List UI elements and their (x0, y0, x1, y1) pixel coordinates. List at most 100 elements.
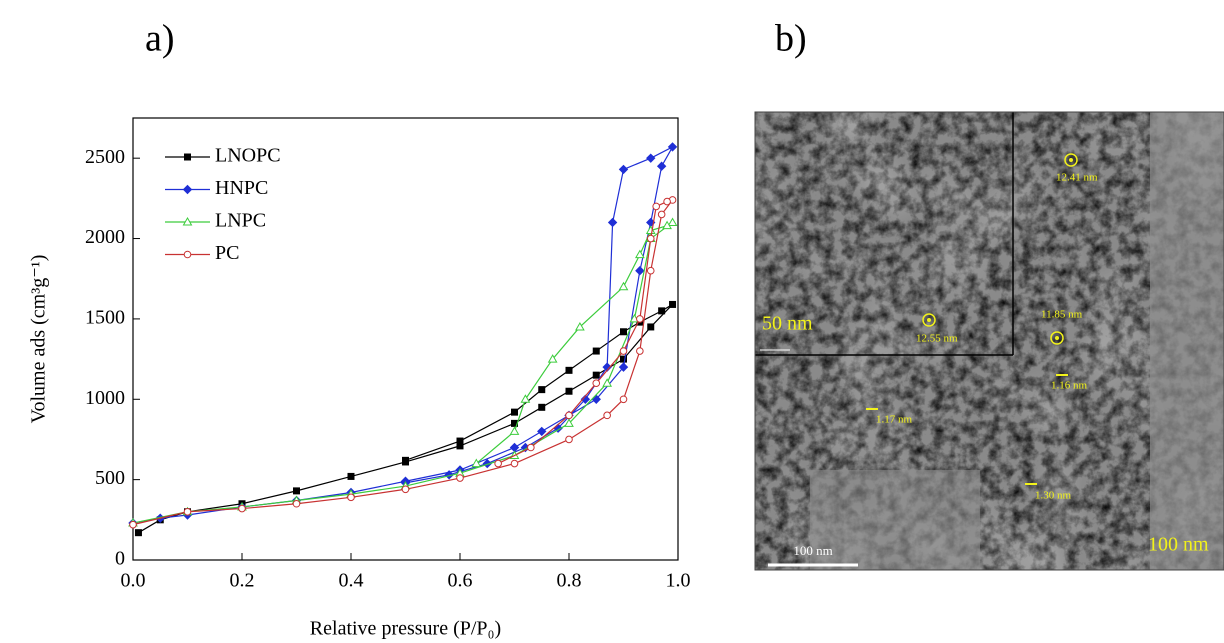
marker (527, 443, 535, 452)
annotation-ring (1064, 153, 1078, 167)
x-tick-label: 0.2 (230, 570, 255, 592)
marker (564, 418, 574, 427)
marker (646, 234, 655, 243)
marker (538, 403, 546, 411)
y-axis-label: Volume ads (cm³g⁻¹) (28, 255, 50, 424)
marker (669, 300, 677, 308)
marker (238, 504, 246, 513)
marker (618, 362, 629, 372)
x-tick-label: 0.0 (121, 570, 146, 592)
tem-image (755, 112, 1224, 570)
marker (656, 161, 667, 171)
marker (510, 459, 519, 468)
annotation-label: 1.30 nm (1035, 490, 1072, 502)
marker (667, 217, 678, 226)
marker (658, 307, 666, 315)
marker (592, 347, 600, 355)
marker (647, 323, 655, 331)
annotation-label: 1.17 nm (876, 414, 913, 426)
scale-bar-label: 100 nm (793, 543, 832, 558)
marker (292, 499, 301, 508)
annotation-label: 1.16 nm (1051, 380, 1088, 392)
legend-label: LNPC (215, 210, 266, 232)
x-tick-label: 0.6 (448, 570, 473, 592)
series-line (132, 221, 673, 524)
marker (293, 487, 300, 495)
image-frame (754, 111, 1224, 571)
marker (636, 347, 644, 355)
marker (607, 217, 618, 228)
marker (667, 142, 678, 152)
annotation-dot (1069, 158, 1073, 162)
marker (592, 379, 601, 388)
annotation-label: 12.41 nm (1056, 172, 1098, 184)
marker (592, 371, 600, 379)
marker (456, 474, 464, 482)
corner-scale-label: 100 nm (1148, 534, 1209, 556)
y-tick-label: 2000 (85, 226, 125, 248)
legend-label: LNOPC (215, 145, 281, 167)
series-line (138, 303, 673, 534)
marker (471, 458, 482, 468)
marker (509, 426, 520, 435)
marker (565, 366, 573, 374)
marker (401, 485, 410, 494)
marker (183, 250, 192, 259)
marker (618, 281, 629, 291)
series-line (132, 198, 675, 526)
marker (494, 459, 502, 468)
x-axis-label: Relative pressure (P/P₀) (310, 618, 501, 640)
marker (634, 249, 645, 259)
marker (646, 266, 655, 275)
marker (602, 378, 613, 387)
marker (635, 265, 645, 276)
series-line (132, 145, 675, 524)
plot-frame (132, 117, 679, 561)
marker (134, 529, 142, 537)
inset-scale-label: 50 nm (762, 313, 813, 335)
marker (575, 321, 585, 331)
marker (619, 347, 628, 355)
marker (636, 315, 644, 323)
marker (547, 354, 558, 363)
marker (618, 164, 629, 175)
marker (182, 216, 193, 226)
marker (565, 435, 573, 444)
marker (183, 507, 192, 516)
marker (620, 355, 627, 363)
marker (520, 394, 531, 403)
marker (182, 184, 193, 195)
marker (652, 202, 661, 211)
x-tick-label: 0.8 (557, 570, 582, 592)
marker (129, 520, 137, 529)
y-tick-label: 0 (115, 548, 125, 570)
annotation-ring (1050, 331, 1064, 345)
marker (603, 411, 611, 420)
marker (402, 456, 409, 464)
annotation-label: 12.55 nm (916, 333, 958, 345)
y-tick-label: 1500 (85, 307, 125, 329)
legend-label: PC (215, 242, 239, 264)
marker (347, 493, 355, 502)
marker (657, 210, 666, 219)
marker (511, 408, 518, 416)
y-tick-label: 500 (95, 467, 125, 489)
x-tick-label: 0.4 (339, 570, 364, 592)
annotation-dot (1055, 336, 1059, 340)
marker (347, 472, 355, 480)
marker (565, 387, 573, 395)
marker (646, 153, 656, 163)
marker (663, 197, 671, 206)
annotation-dot (927, 318, 931, 322)
marker (620, 328, 627, 336)
marker (538, 386, 546, 394)
y-tick-label: 1000 (85, 387, 125, 409)
marker (619, 395, 628, 404)
marker (456, 437, 464, 445)
marker (662, 220, 672, 230)
x-tick-label: 1.0 (666, 570, 691, 592)
marker (537, 426, 547, 437)
annotation-label: 11.85 nm (1041, 309, 1083, 321)
legend-label: HNPC (215, 177, 268, 199)
